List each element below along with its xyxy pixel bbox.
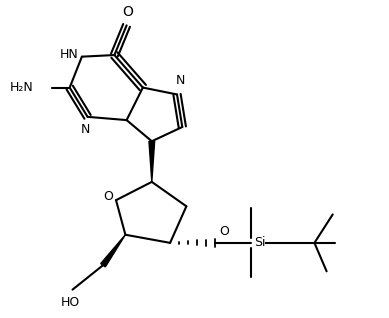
Text: O: O: [219, 225, 229, 238]
Polygon shape: [101, 235, 125, 267]
Text: O: O: [122, 5, 133, 19]
Text: N: N: [175, 74, 185, 87]
Text: H₂N: H₂N: [9, 81, 33, 94]
Polygon shape: [149, 141, 155, 182]
Text: O: O: [103, 190, 113, 204]
Text: HO: HO: [61, 296, 80, 309]
Text: N: N: [81, 123, 90, 136]
Text: HN: HN: [60, 48, 79, 61]
Text: Si: Si: [254, 236, 265, 249]
